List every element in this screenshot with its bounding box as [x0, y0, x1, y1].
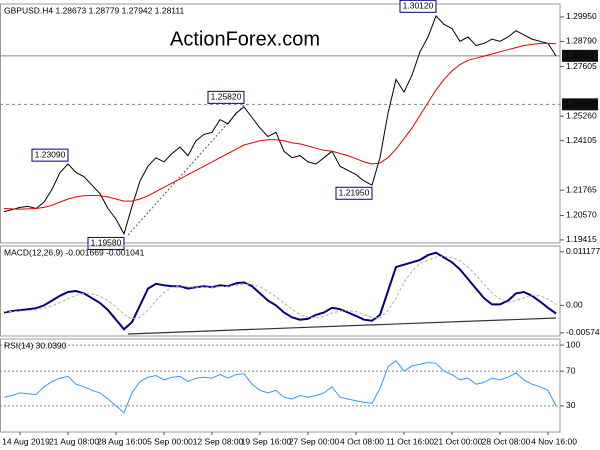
y-tick-label: 1.29950	[566, 11, 597, 21]
y-tick-label: 1.19415	[566, 234, 597, 244]
x-tick-label: 4 Nov 16:00	[531, 436, 577, 446]
x-tick-label: 21 Oct 00:00	[434, 436, 483, 446]
series-line	[3, 359, 557, 414]
annotation-box	[31, 148, 69, 162]
y-tick-label: -0.005746	[566, 327, 600, 337]
macd-trend-line	[127, 317, 557, 335]
y-tick-label: 1.20570	[566, 210, 597, 220]
annotation-label: 1.19580	[91, 238, 122, 248]
y-tick-label: 0.011177	[566, 246, 600, 256]
annotation-box	[399, 0, 437, 13]
x-tick-label: 28 Oct 08:00	[482, 436, 531, 446]
series-line	[3, 42, 557, 210]
annotation-label: 1.25820	[211, 92, 242, 102]
x-tick-label: 27 Sep 00:00	[289, 436, 340, 446]
series-line	[3, 14, 557, 236]
y-tick-label: 70	[566, 365, 576, 375]
panel	[0, 245, 561, 337]
x-tick-label: 21 Aug 08:00	[49, 436, 99, 446]
x-tick-label: 5 Sep 00:00	[147, 436, 193, 446]
x-tick-label: 4 Oct 08:00	[340, 436, 384, 446]
panel	[0, 338, 561, 433]
x-tick-label: 12 Sep 08:00	[193, 436, 244, 446]
y-tick-label: 1.25260	[566, 110, 597, 120]
x-tick-label: 11 Oct 16:00	[386, 436, 434, 446]
annotation-label: 1.30120	[403, 1, 434, 11]
series-line	[4, 255, 557, 320]
y-tick-label: 1.21765	[566, 184, 597, 194]
annotation-box	[207, 90, 245, 104]
trend-line	[127, 103, 246, 236]
y-tick-label: 1.27605	[566, 61, 597, 71]
panel-title: RSI(14) 30.0390	[4, 340, 67, 350]
level-label: 1.28111	[565, 50, 595, 60]
panel-title: MACD(12,26,9) -0.001669 -0.001041	[4, 247, 145, 257]
panel	[0, 3, 561, 244]
x-tick-label: 28 Aug 16:00	[97, 436, 147, 446]
x-tick-label: 14 Aug 2019	[2, 436, 50, 446]
y-tick-label: 1.28790	[566, 36, 597, 46]
x-tick-label: 19 Sep 16:00	[241, 436, 292, 446]
level-label-box	[562, 98, 598, 111]
y-tick-label: 100	[566, 339, 580, 349]
annotation-label: 1.21950	[339, 188, 370, 198]
panel-title: GBPUSD.H4 1.28673 1.28779 1.27942 1.2811…	[4, 5, 184, 15]
annotation-label: 1.23090	[35, 149, 66, 159]
watermark: ActionForex.com	[170, 28, 320, 50]
y-tick-label: 0.00	[566, 300, 583, 310]
annotation-box	[335, 186, 373, 200]
y-tick-label: 30	[566, 400, 576, 410]
y-tick-label: 1.24105	[566, 135, 597, 145]
level-label-box	[562, 49, 598, 62]
series-line	[3, 251, 557, 331]
level-label: 1.25820	[565, 99, 596, 109]
